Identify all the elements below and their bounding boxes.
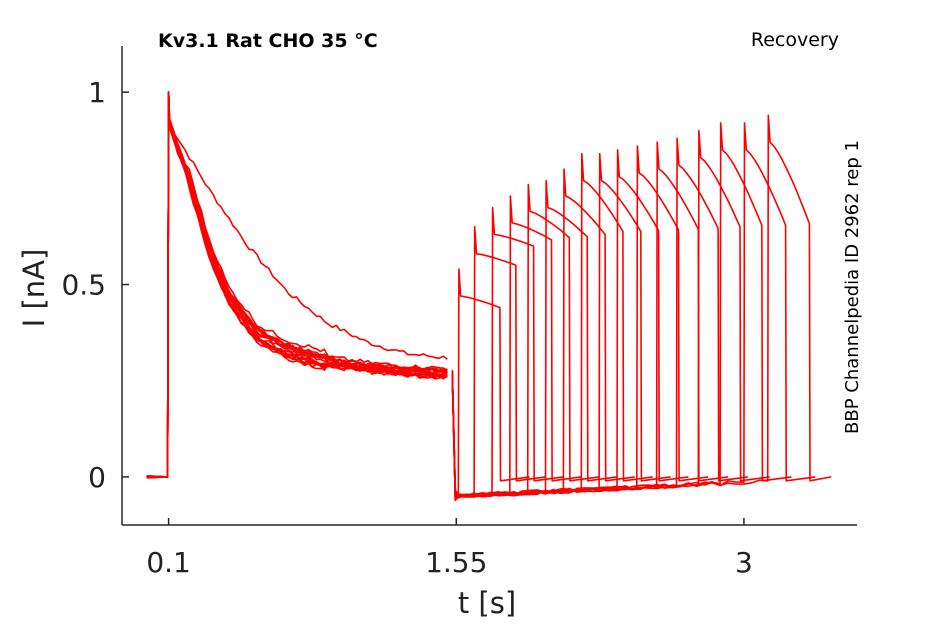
x-tick-label: 0.1	[146, 546, 191, 579]
conditioning-trace	[146, 91, 448, 478]
y-axis-label: I [nA]	[17, 249, 51, 328]
conditioning-trace	[146, 91, 448, 478]
conditioning-trace	[146, 91, 448, 478]
y-tick-label: 1	[88, 76, 106, 109]
conditioning-trace	[146, 91, 448, 478]
test-pulse-trace	[451, 114, 832, 498]
conditioning-trace	[146, 91, 448, 478]
x-tick-label: 3	[735, 546, 753, 579]
test-pulse-trace	[451, 141, 729, 497]
conditioning-trace	[146, 91, 448, 478]
conditioning-trace	[146, 91, 448, 479]
x-ticks: 0.1 1.55 3	[146, 518, 753, 579]
conditioning-trace	[146, 91, 448, 478]
y-tick-label: 0.5	[61, 269, 106, 302]
test-pulse-trace	[451, 122, 816, 497]
x-tick-label: 1.55	[425, 546, 487, 579]
conditioning-trace	[146, 91, 448, 479]
chart-title: Kv3.1 Rat CHO 35 °C	[158, 30, 378, 52]
conditioning-trace	[146, 91, 448, 478]
y-ticks: 00.51	[61, 76, 129, 494]
conditioning-trace	[146, 91, 448, 478]
conditioning-trace	[146, 91, 448, 478]
plot-traces	[146, 91, 832, 501]
conditioning-trace	[146, 91, 448, 479]
conditioning-trace	[146, 91, 448, 479]
conditioning-trace	[146, 91, 448, 479]
conditioning-trace	[146, 91, 448, 478]
recovery-label: Recovery	[751, 29, 839, 51]
test-pulse-trace	[451, 268, 530, 499]
source-label: BBP Channelpedia ID 2962 rep 1	[842, 140, 863, 434]
x-axis-label: t [s]	[458, 586, 516, 620]
y-tick-label: 0	[88, 461, 106, 494]
test-pulse-trace	[451, 145, 709, 501]
conditioning-trace	[146, 91, 448, 479]
test-pulse-trace	[451, 226, 546, 498]
